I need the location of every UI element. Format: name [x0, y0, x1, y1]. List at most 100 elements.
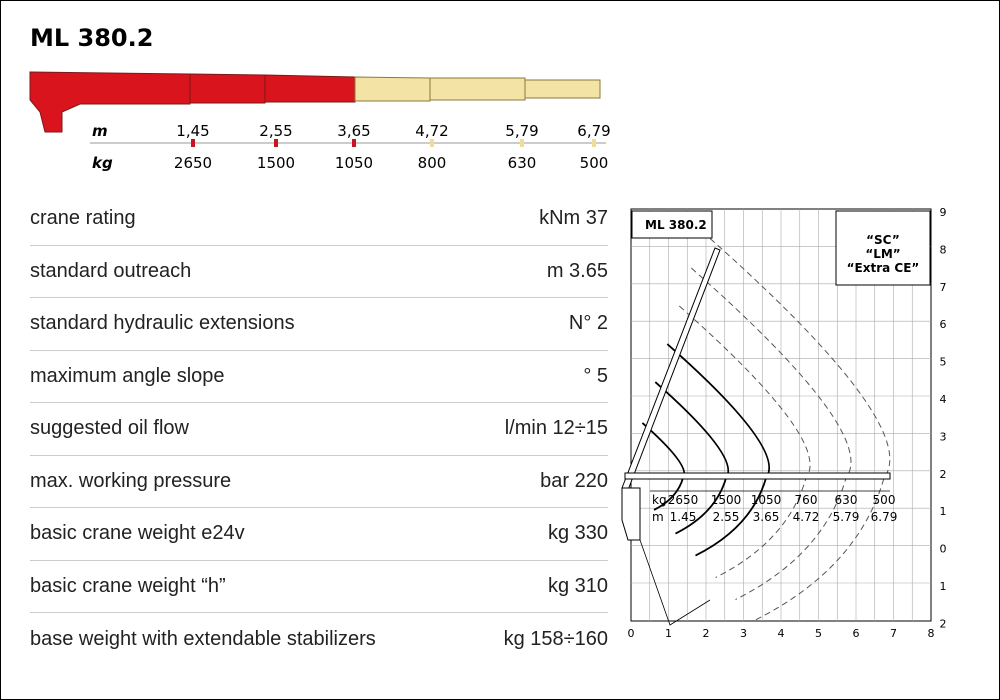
spec-label: standard outreach — [30, 259, 192, 282]
y-tick-label: 4 — [940, 393, 947, 406]
y-tick-label: 2 — [940, 617, 947, 630]
spec-label: basic crane weight e24v — [30, 522, 245, 545]
load-label: 500 — [580, 154, 609, 172]
spec-row: basic crane weight “h” kg 310 — [30, 561, 608, 613]
spec-label: crane rating — [30, 207, 136, 230]
load-label: 1050 — [335, 154, 373, 172]
diagram-load: 1050 — [751, 493, 782, 507]
legend-entry: “LM” — [865, 247, 900, 261]
y-tick-label: 6 — [940, 318, 947, 331]
spec-value: N° 2 — [568, 312, 608, 335]
spec-value: kg 330 — [547, 522, 608, 545]
spec-row: standard hydraulic extensions N° 2 — [30, 298, 608, 351]
x-tick-label: 2 — [703, 627, 710, 640]
diagram-load: 1500 — [711, 493, 742, 507]
y-tick-label: 8 — [940, 243, 947, 256]
spec-value: l/min 12÷15 — [504, 417, 608, 440]
x-tick-label: 8 — [928, 627, 935, 640]
diagram-outreach: 6.79 — [871, 510, 898, 524]
spec-label: base weight with extendable stabilizers — [30, 627, 376, 650]
load-curve-dashed — [678, 305, 811, 578]
diagram-m-label: m — [652, 510, 664, 524]
y-tick-label: 2 — [940, 468, 947, 481]
load-curve-dashed — [690, 267, 852, 600]
spec-label: standard hydraulic extensions — [30, 312, 295, 335]
scale-marker — [430, 139, 434, 147]
y-tick-label: 5 — [940, 356, 947, 369]
spec-value: ° 5 — [583, 364, 608, 387]
load-label: 800 — [418, 154, 447, 172]
load-label: 1500 — [257, 154, 295, 172]
spec-value: kg 310 — [547, 574, 608, 597]
diagram-title: ML 380.2 — [645, 218, 707, 232]
kg-label: kg — [92, 154, 113, 172]
spec-label: max. working pressure — [30, 469, 232, 492]
scale-marker — [191, 139, 195, 147]
y-tick-label: 1 — [940, 580, 947, 593]
outreach-label: 1,45 — [176, 122, 209, 140]
outreach-label: 3,65 — [337, 122, 370, 140]
reach-envelope — [639, 539, 711, 626]
y-tick-label: 1 — [940, 505, 947, 518]
scale-marker — [274, 139, 278, 147]
spec-row: base weight with extendable stabilizers k… — [30, 613, 608, 666]
diagram-kg-label: kg — [652, 493, 667, 507]
diagram-outreach: 2.55 — [713, 510, 740, 524]
x-tick-label: 7 — [890, 627, 897, 640]
diagram-outreach: 5.79 — [833, 510, 860, 524]
legend-entry: “SC” — [866, 233, 900, 247]
outreach-label: 5,79 — [505, 122, 538, 140]
spec-label: suggested oil flow — [30, 417, 189, 440]
diagram-load: 500 — [873, 493, 896, 507]
y-tick-label: 3 — [940, 430, 947, 443]
diagram-load: 2650 — [668, 493, 699, 507]
diagram-outreach: 3.65 — [753, 510, 780, 524]
load-label: 630 — [508, 154, 537, 172]
crane-column — [621, 487, 641, 541]
crane-boom — [621, 247, 721, 491]
spec-value: kNm 37 — [539, 207, 608, 230]
outreach-label: 2,55 — [259, 122, 292, 140]
spec-row: max. working pressure bar 220 — [30, 456, 608, 508]
diagram-title-box — [631, 210, 713, 239]
x-tick-label: 3 — [740, 627, 747, 640]
x-tick-label: 4 — [778, 627, 785, 640]
scale-marker — [352, 139, 356, 147]
y-tick-label: 7 — [940, 281, 947, 294]
m-label: m — [92, 122, 108, 140]
outreach-label: 4,72 — [415, 122, 448, 140]
title: ML 380.2 — [30, 24, 154, 52]
scale-marker — [592, 139, 596, 147]
diagram-load: 630 — [835, 493, 858, 507]
spec-value: m 3.65 — [546, 259, 608, 282]
y-tick-label: 9 — [940, 206, 947, 219]
spec-value: kg 158÷160 — [503, 627, 608, 650]
boom-illustration — [29, 71, 601, 133]
spec-row: standard outreach m 3.65 — [30, 246, 608, 298]
scale-marker — [520, 139, 524, 147]
curves — [621, 231, 891, 626]
diagram-outreach: 4.72 — [793, 510, 820, 524]
x-tick-label: 5 — [815, 627, 822, 640]
spec-row: suggested oil flow l/min 12÷15 — [30, 403, 608, 456]
spec-label: maximum angle slope — [30, 364, 225, 387]
load-label: 2650 — [174, 154, 212, 172]
x-tick-label: 1 — [665, 627, 672, 640]
spec-row: crane rating kNm 37 — [30, 193, 608, 246]
spec-label: basic crane weight “h” — [30, 574, 226, 597]
load-curve-dashed — [702, 231, 891, 621]
spec-value: bar 220 — [540, 469, 608, 492]
spec-row: basic crane weight e24v kg 330 — [30, 508, 608, 561]
x-tick-label: 0 — [628, 627, 635, 640]
spec-row: maximum angle slope ° 5 — [30, 351, 608, 403]
legend-box — [835, 210, 931, 286]
spec-table: crane rating kNm 37 standard outreach m 3.6… — [30, 193, 608, 666]
legend-entry: “Extra CE” — [847, 261, 920, 275]
crane-boom-horizontal — [624, 472, 891, 480]
diagram-load: 760 — [795, 493, 818, 507]
outreach-label: 6,79 — [577, 122, 610, 140]
y-tick-label: 0 — [940, 543, 947, 556]
x-tick-label: 6 — [853, 627, 860, 640]
diagram-outreach: 1.45 — [670, 510, 697, 524]
